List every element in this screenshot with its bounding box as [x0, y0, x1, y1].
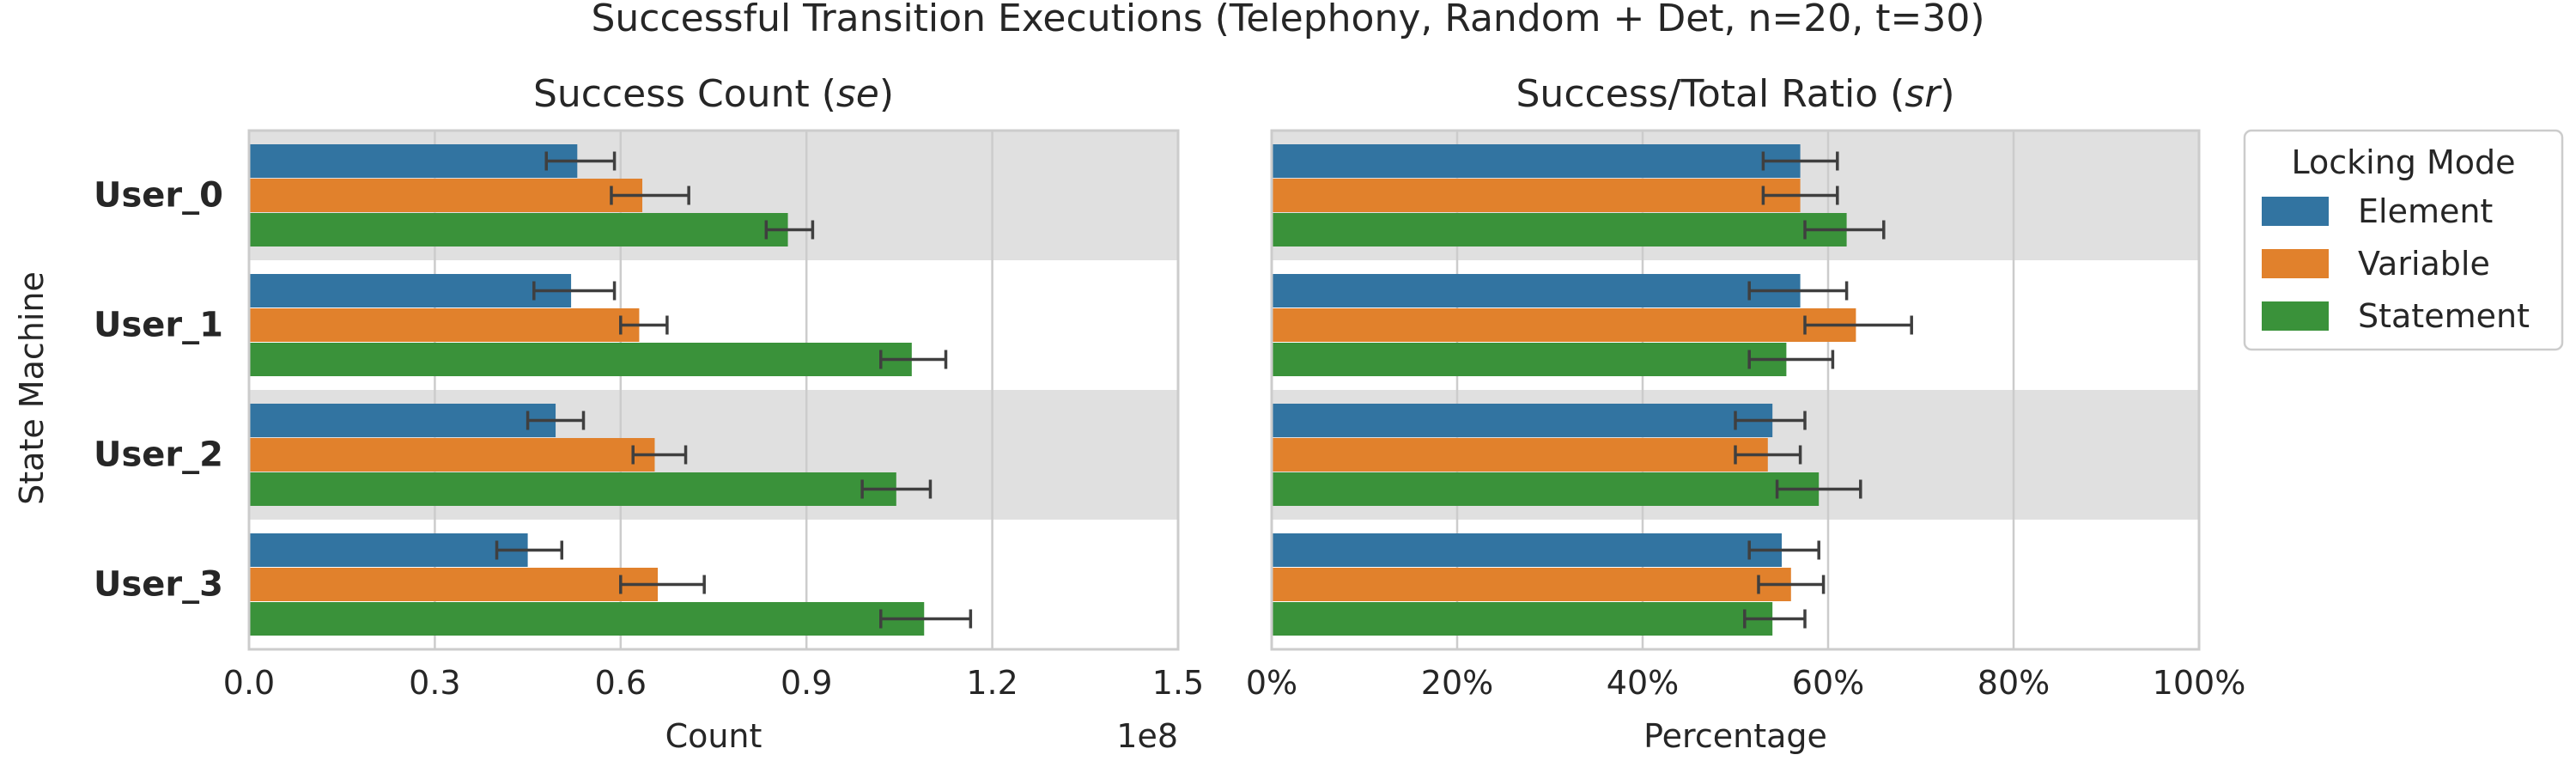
legend-label-statement: Statement [2358, 297, 2530, 335]
legend: Locking Mode Element Variable Statement [2243, 129, 2564, 351]
legend-swatch-element [2262, 197, 2329, 226]
x-tick-label: 80% [1978, 664, 2050, 702]
bar-statement-user_0 [1272, 213, 1847, 247]
bar-statement-user_2 [1272, 472, 1820, 506]
x-tick-label: 0% [1246, 664, 1297, 702]
x-tick-label: 0.0 [223, 664, 275, 702]
bar-element-user_0 [249, 144, 578, 178]
x-tick-label: 100% [2153, 664, 2246, 702]
bar-statement-user_3 [1272, 602, 1773, 636]
y-tick-label: User_2 [94, 435, 223, 475]
legend-box [2243, 129, 2564, 351]
bar-variable-user_1 [1272, 308, 1856, 342]
legend-swatch-variable [2262, 249, 2329, 278]
bar-element-user_1 [249, 274, 572, 307]
legend-label-variable: Variable [2358, 245, 2490, 283]
bar-variable-user_1 [249, 308, 640, 342]
bar-variable-user_2 [1272, 438, 1768, 472]
bar-variable-user_3 [249, 568, 659, 601]
panel-title: Success Count (se) [533, 72, 894, 116]
y-tick-label: User_0 [94, 176, 223, 216]
bar-element-user_2 [249, 404, 556, 437]
bar-variable-user_2 [249, 438, 655, 472]
x-tick-label: 1.2 [966, 664, 1018, 702]
success-count-panel: 0.0 0.3 0.6 0.9 1.2 1.5 Count 1e8 Success Count … [94, 72, 1204, 755]
x-axis-label: Percentage [1643, 717, 1827, 755]
panel-title: Success/Total Ratio (sr) [1516, 72, 1955, 116]
bar-element-user_2 [1272, 404, 1773, 437]
x-tick-label: 0.6 [595, 664, 647, 702]
x-tick-label: 1.5 [1152, 664, 1204, 702]
bar-variable-user_3 [1272, 568, 1791, 601]
x-tick-label: 20% [1421, 664, 1493, 702]
bar-statement-user_1 [1272, 343, 1787, 376]
bar-element-user_3 [249, 533, 528, 567]
axes-frame [247, 129, 1180, 651]
x-tick-label: 60% [1792, 664, 1864, 702]
bar-statement-user_1 [249, 343, 912, 376]
bar-variable-user_0 [249, 179, 643, 212]
x-tick-label: 40% [1607, 664, 1679, 702]
success-ratio-panel: 0% 20% 40% 60% 80% 100% Percentage Success/Tota… [1246, 72, 2245, 755]
legend-label-element: Element [2358, 192, 2493, 230]
bar-element-user_3 [1272, 533, 1782, 567]
bar-variable-user_0 [1272, 179, 1801, 212]
y-tick-label: User_1 [94, 306, 223, 345]
bar-statement-user_2 [249, 472, 896, 506]
x-offset-text: 1e8 [1116, 717, 1178, 755]
x-tick-label: 0.9 [781, 664, 832, 702]
axes-frame [1270, 129, 2201, 651]
bar-statement-user_3 [249, 602, 925, 636]
figure-title: Successful Transition Executions (Teleph… [591, 0, 1984, 40]
legend-title: Locking Mode [2291, 143, 2515, 181]
bar-element-user_1 [1272, 274, 1801, 307]
y-axis-label: State Machine [13, 271, 51, 505]
x-tick-label: 0.3 [409, 664, 460, 702]
y-tick-label: User_3 [94, 565, 223, 605]
legend-swatch-statement [2262, 301, 2329, 331]
x-axis-label: Count [665, 717, 762, 755]
bar-element-user_0 [1272, 144, 1801, 178]
bar-statement-user_0 [249, 213, 788, 247]
